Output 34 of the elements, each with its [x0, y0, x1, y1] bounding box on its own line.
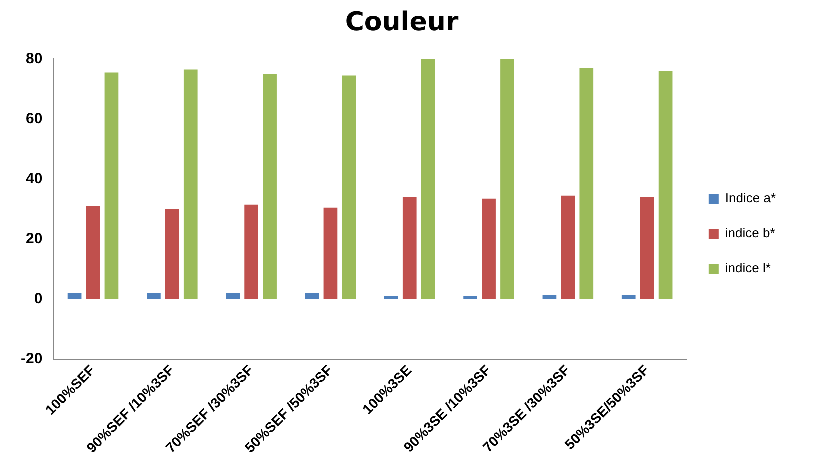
bar: [305, 294, 320, 300]
bar: [244, 204, 258, 300]
y-tick-label: 80: [26, 50, 43, 68]
y-tick-label: 20: [26, 230, 43, 248]
bar: [658, 71, 673, 300]
bar: [421, 59, 436, 300]
bar: [184, 70, 198, 300]
bar: [263, 74, 277, 300]
legend-label: Indice a*: [725, 190, 776, 206]
y-tick-label: 40: [26, 170, 43, 188]
bar: [342, 76, 356, 300]
bar: [640, 197, 654, 300]
legend-label: indice b*: [725, 226, 776, 241]
bar: [500, 59, 514, 300]
y-tick-label: 0: [34, 290, 43, 308]
bar: [542, 295, 557, 300]
bar: [226, 294, 240, 300]
bar: [86, 206, 100, 300]
bar: [384, 296, 398, 300]
bar: [165, 209, 180, 300]
bar: [147, 294, 161, 300]
legend-label: indice l*: [725, 260, 771, 276]
bar: [482, 198, 496, 300]
bar: [402, 197, 417, 300]
bar: [464, 296, 478, 300]
chart-title: Couleur: [345, 7, 459, 38]
y-tick-label: 60: [26, 110, 43, 128]
bar: [561, 196, 576, 300]
bar: [622, 295, 636, 300]
bar: [68, 294, 82, 300]
bar: [104, 72, 119, 300]
y-tick-label: -20: [20, 350, 43, 368]
bar: [324, 208, 338, 300]
bar: [580, 68, 594, 300]
